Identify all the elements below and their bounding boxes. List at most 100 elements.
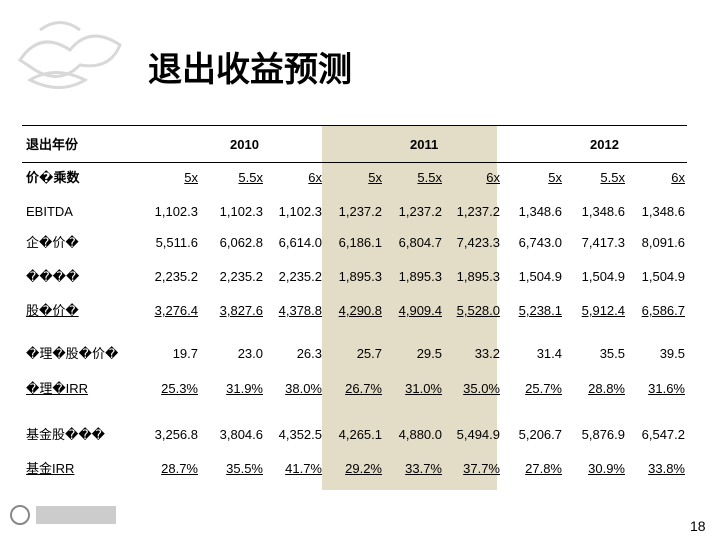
page-number: 18 [690,518,706,534]
cell: 30.9% [588,461,625,476]
row-label: �理�IRR [26,381,89,396]
row-label: 基金IRR [26,461,75,476]
cell: 33.8% [648,461,685,476]
multiple: 5.5x [238,170,263,185]
cell: 31.4 [536,346,562,361]
multiple: 6x [671,170,685,185]
cell: 1,504.9 [581,269,625,284]
cell: 5,912.4 [581,303,625,318]
cell: 6,586.7 [641,303,685,318]
logo [10,505,116,525]
year-header: 2011 [410,137,439,152]
cell: 1,348.6 [641,204,685,219]
cell: 38.0% [285,381,322,396]
multiple: 5.5x [417,170,442,185]
cell: 6,743.0 [518,235,562,250]
cell: 25.7 [356,346,382,361]
row-label: �理�股�价� [26,346,119,361]
cell: 4,290.8 [338,303,382,318]
multiple: 5x [548,170,562,185]
cell: 26.3 [296,346,322,361]
cell: 1,237.2 [456,204,500,219]
cell: 5,876.9 [581,427,625,442]
cell: 35.5% [226,461,263,476]
row-label: 基金股��� [26,427,105,442]
row-label: 价�乘数 [26,170,80,185]
rule [22,125,687,126]
rule [22,162,687,163]
cell: 33.2 [474,346,500,361]
cell: 2,235.2 [154,269,198,284]
multiple: 5.5x [600,170,625,185]
cell: 4,880.0 [398,427,442,442]
cloud-ornament [17,21,122,89]
cell: 3,256.8 [154,427,198,442]
row-label: ���� [26,269,80,284]
cell: 3,827.6 [219,303,263,318]
row-label: 企�价� [26,235,79,250]
cell: 26.7% [345,381,382,396]
slide-title: 退出收益预测 [148,50,352,90]
cell: 4,265.1 [338,427,382,442]
cell: 1,348.6 [518,204,562,219]
cell: 31.9% [226,381,263,396]
cell: 23.0 [237,346,263,361]
cell: 1,895.3 [456,269,500,284]
cell: 35.0% [463,381,500,396]
cell: 31.6% [648,381,685,396]
cell: 7,417.3 [581,235,625,250]
row-label: 股�价� [26,303,79,318]
multiple: 5x [184,170,198,185]
cell: 2,235.2 [219,269,263,284]
cell: 1,237.2 [398,204,442,219]
cell: 7,423.3 [456,235,500,250]
multiple: 6x [308,170,322,185]
cell: 31.0% [405,381,442,396]
cell: 5,238.1 [518,303,562,318]
cell: 4,352.5 [278,427,322,442]
highlight-column [322,126,497,490]
year-header: 2012 [590,137,619,152]
cell: 1,237.2 [338,204,382,219]
cell: 28.7% [161,461,198,476]
cell: 8,091.6 [641,235,685,250]
cell: 5,206.7 [518,427,562,442]
cell: 3,276.4 [154,303,198,318]
cell: 1,102.3 [219,204,263,219]
header-label: 退出年份 [26,137,79,152]
cell: 28.8% [588,381,625,396]
cell: 6,614.0 [278,235,322,250]
cell: 4,378.8 [278,303,322,318]
multiple: 5x [368,170,382,185]
cell: 1,102.3 [154,204,198,219]
cell: 1,348.6 [581,204,625,219]
cell: 39.5 [659,346,685,361]
cell: 6,062.8 [219,235,263,250]
cell: 5,494.9 [456,427,500,442]
cell: 25.3% [161,381,198,396]
cell: 41.7% [285,461,322,476]
year-header: 2010 [230,137,259,152]
cell: 29.5 [416,346,442,361]
cell: 25.7% [525,381,562,396]
cell: 1,504.9 [518,269,562,284]
cell: 1,504.9 [641,269,685,284]
cell: 5,511.6 [155,235,198,250]
cell: 6,547.2 [641,427,685,442]
cell: 27.8% [525,461,562,476]
cell: 37.7% [463,461,500,476]
cell: 2,235.2 [278,269,322,284]
multiple: 6x [486,170,500,185]
cell: 29.2% [345,461,382,476]
cell: 1,102.3 [278,204,322,219]
cell: 33.7% [405,461,442,476]
cell: 1,895.3 [398,269,442,284]
cell: 6,804.7 [398,235,442,250]
cell: 3,804.6 [219,427,263,442]
row-label: EBITDA [26,204,73,219]
cell: 6,186.1 [338,235,382,250]
cell: 5,528.0 [456,303,500,318]
cell: 35.5 [599,346,625,361]
